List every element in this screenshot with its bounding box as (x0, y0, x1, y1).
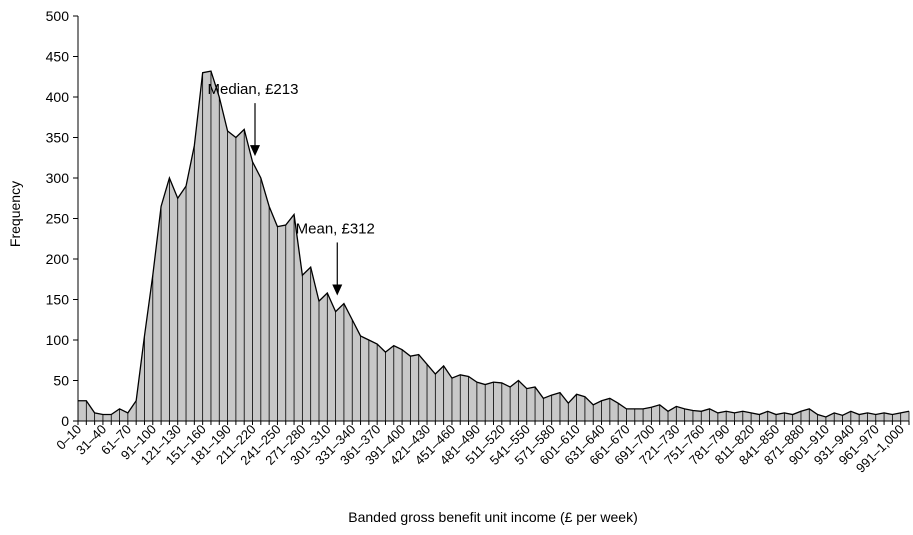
y-axis: 0 50 100 150 200 250 300 350 400 450 500 (46, 8, 79, 429)
y-tick-label: 200 (46, 251, 70, 267)
y-tick-label: 500 (46, 8, 70, 24)
x-axis: 0–1031–4061–7091–100121–130151–160181–19… (53, 420, 910, 476)
y-tick-label: 300 (46, 170, 70, 186)
y-tick-label: 100 (46, 332, 70, 348)
y-tick-label: 0 (61, 413, 69, 429)
y-tick-label: 400 (46, 89, 70, 105)
x-axis-title: Banded gross benefit unit income (£ per … (348, 509, 638, 525)
y-tick-label: 350 (46, 130, 70, 146)
frequency-area-group (78, 70, 910, 421)
frequency-line (78, 70, 910, 418)
median-arrow-head (250, 145, 261, 157)
median-label: Median, £213 (208, 81, 299, 98)
y-tick-label: 50 (53, 373, 69, 389)
y-tick-label: 450 (46, 49, 70, 65)
y-tick-label: 250 (46, 211, 70, 227)
y-tick-label: 150 (46, 292, 70, 308)
annotations-group: Median, £213 Mean, £312 (208, 81, 375, 296)
mean-arrow-head (332, 284, 343, 296)
mean-label: Mean, £312 (296, 220, 375, 237)
y-axis-title: Frequency (7, 181, 23, 247)
